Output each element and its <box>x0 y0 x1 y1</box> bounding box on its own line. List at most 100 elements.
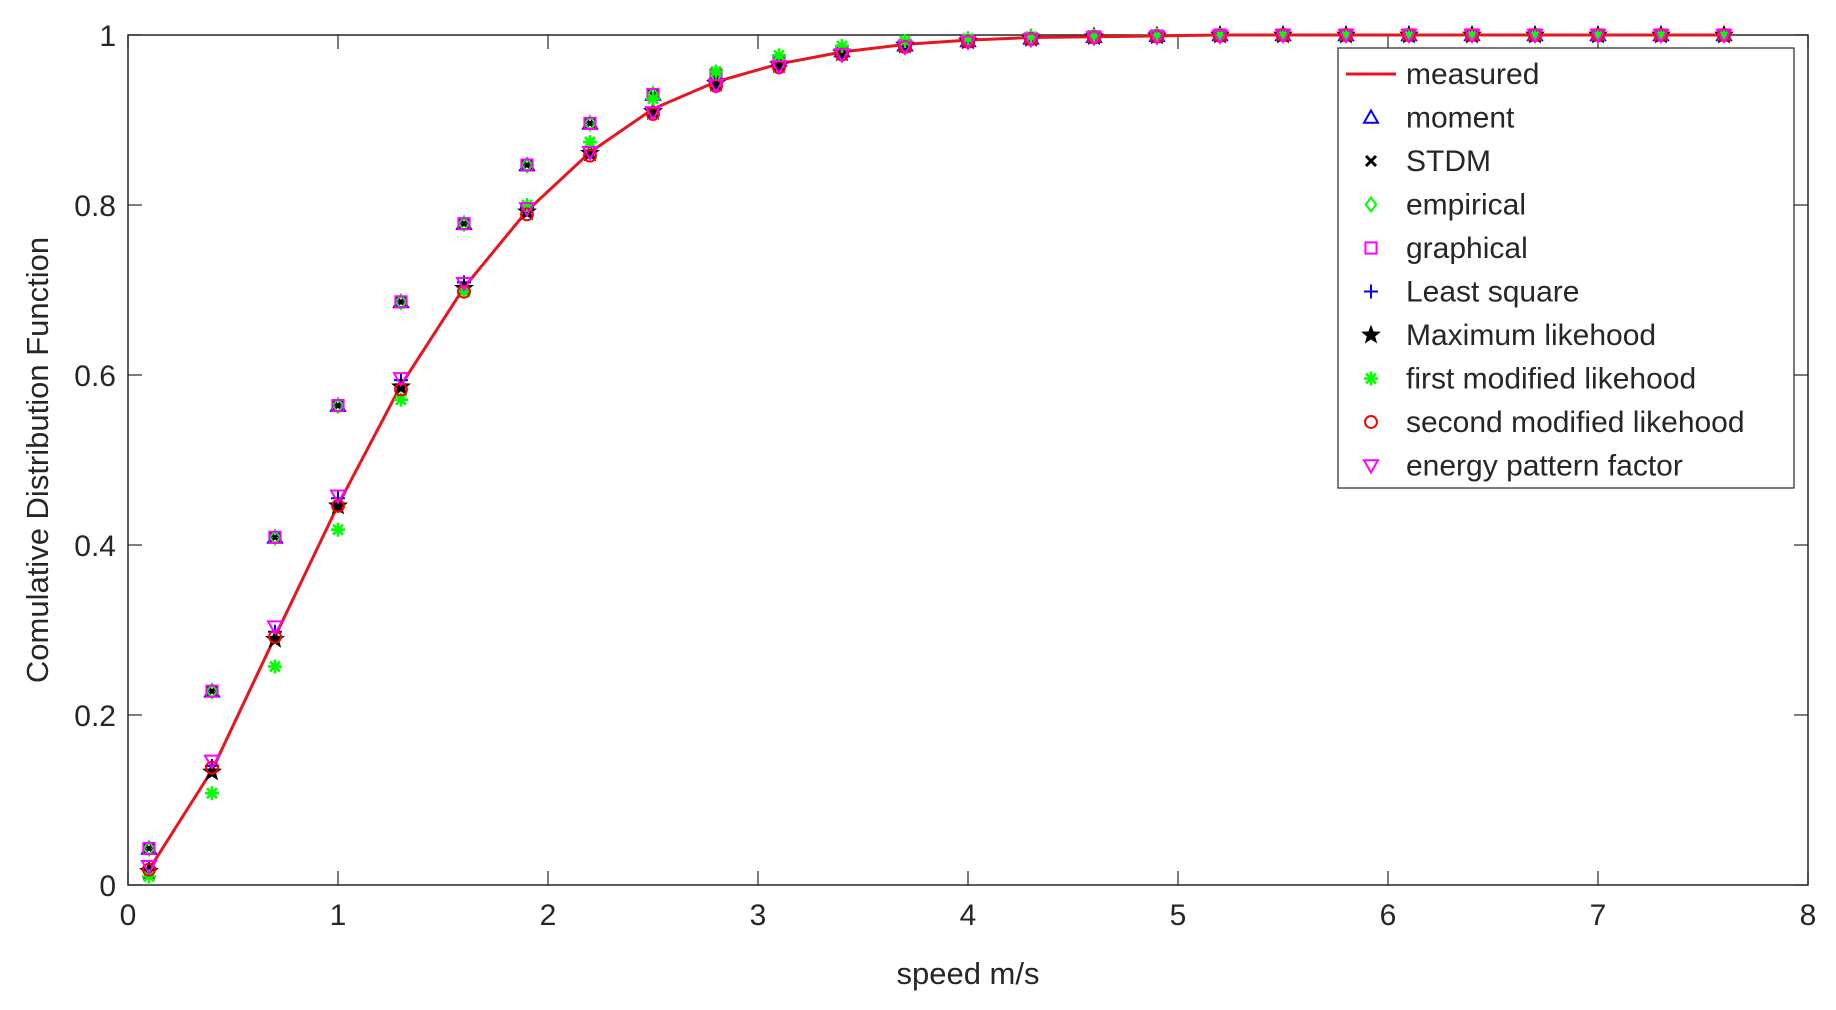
point-graphical <box>331 399 345 413</box>
point-energy-pattern-factor <box>266 620 284 636</box>
point-energy-pattern-factor <box>1400 28 1418 45</box>
point-energy-pattern-factor <box>896 40 914 56</box>
x-tick-label: 5 <box>1170 899 1187 932</box>
point-empirical <box>142 839 156 858</box>
y-tick-label: 0.4 <box>74 530 116 563</box>
point-first-modified-likehood <box>1654 28 1668 42</box>
point-energy-pattern-factor <box>1715 28 1733 45</box>
legend-item-moment: moment <box>1362 102 1515 135</box>
point-energy-pattern-factor <box>1148 30 1166 46</box>
point-graphical <box>457 217 471 231</box>
legend-item-empirical: empirical <box>1364 189 1526 222</box>
point-graphical <box>268 530 282 544</box>
point-energy-pattern-factor <box>770 60 788 76</box>
point-first-modified-likehood <box>1528 28 1542 42</box>
series-line-measured <box>147 33 1724 871</box>
point-second-modified-likehood <box>583 148 597 163</box>
point-energy-pattern-factor <box>203 754 221 770</box>
legend-item-stdm: STDM <box>1364 145 1491 178</box>
point-second-modified-likehood <box>457 284 471 299</box>
legend-label-stdm: STDM <box>1406 145 1491 178</box>
point-energy-pattern-factor <box>581 146 599 162</box>
legend-swatch-empirical <box>1364 195 1378 214</box>
legend-label-maximum-likehood: Maximum likehood <box>1406 319 1656 352</box>
legend-item-energy-pattern-factor: energy pattern factor <box>1362 450 1683 483</box>
legend-swatch-least-square <box>1364 284 1378 299</box>
data-marks <box>139 24 1734 884</box>
point-first-modified-likehood <box>1213 28 1227 42</box>
point-first-modified-likehood <box>1024 29 1038 44</box>
point-second-modified-likehood <box>268 629 282 644</box>
point-first-modified-likehood <box>394 392 408 407</box>
point-energy-pattern-factor <box>1652 28 1670 45</box>
point-energy-pattern-factor <box>833 48 851 64</box>
x-axis-label: speed m/s <box>896 956 1039 991</box>
point-first-modified-likehood <box>709 64 723 79</box>
point-first-modified-likehood <box>1717 28 1731 42</box>
point-graphical <box>583 116 597 131</box>
y-tick-label: 0.8 <box>74 190 116 223</box>
point-second-modified-likehood <box>520 207 534 222</box>
axis-ticks: 0 1 2 3 4 5 6 7 8 0 0.2 0.4 0.6 0.8 1 <box>74 20 1816 932</box>
point-energy-pattern-factor <box>1526 28 1544 45</box>
point-energy-pattern-factor <box>140 860 158 876</box>
legend-label-first-modified-likehood: first modified likehood <box>1406 363 1696 396</box>
series-energy-pattern-factor <box>140 28 1733 876</box>
y-tick-label: 0 <box>99 870 116 903</box>
legend-label-empirical: empirical <box>1406 189 1526 222</box>
point-energy-pattern-factor <box>1337 28 1355 45</box>
point-energy-pattern-factor <box>644 106 662 122</box>
point-empirical <box>268 528 282 547</box>
y-tick-label: 0.2 <box>74 700 116 733</box>
point-graphical <box>205 684 219 698</box>
point-first-modified-likehood <box>961 31 975 46</box>
point-first-modified-likehood <box>1339 28 1353 42</box>
point-empirical <box>394 293 408 311</box>
point-first-modified-likehood <box>205 786 219 801</box>
point-first-modified-likehood <box>835 39 849 54</box>
point-energy-pattern-factor <box>1085 31 1103 47</box>
point-graphical <box>394 295 408 309</box>
point-first-modified-likehood <box>331 522 345 537</box>
point-energy-pattern-factor <box>959 35 977 51</box>
legend-swatch-stdm <box>1364 154 1378 168</box>
x-tick-label: 3 <box>750 899 767 932</box>
legend-item-second-modified-likehood: second modified likehood <box>1364 406 1745 439</box>
point-first-modified-likehood <box>1591 28 1605 42</box>
x-tick-label: 6 <box>1380 899 1397 932</box>
point-empirical <box>205 682 219 700</box>
point-second-modified-likehood <box>331 498 345 513</box>
legend-swatch-second-modified-likehood <box>1364 415 1378 429</box>
legend-item-first-modified-likehood: first modified likehood <box>1364 363 1696 396</box>
legend-swatch-energy-pattern-factor <box>1362 459 1380 475</box>
point-second-modified-likehood <box>205 760 219 775</box>
point-empirical <box>457 215 471 233</box>
y-axis-label: Comulative Distribution Function <box>20 237 55 683</box>
legend-swatch-first-modified-likehood <box>1364 371 1378 386</box>
point-energy-pattern-factor <box>1274 28 1292 45</box>
point-energy-pattern-factor <box>1022 33 1040 49</box>
point-graphical <box>520 158 534 172</box>
legend-label-measured: measured <box>1406 58 1539 91</box>
point-energy-pattern-factor <box>707 78 725 95</box>
legend-swatch-graphical <box>1364 241 1378 255</box>
legend-label-least-square: Least square <box>1406 276 1579 309</box>
point-first-modified-likehood <box>1276 28 1290 42</box>
legend-label-energy-pattern-factor: energy pattern factor <box>1406 450 1683 483</box>
point-energy-pattern-factor <box>1463 28 1481 45</box>
x-tick-label: 8 <box>1800 899 1817 932</box>
point-first-modified-likehood <box>268 659 282 674</box>
x-tick-label: 7 <box>1590 899 1607 932</box>
legend-item-maximum-likehood: Maximum likehood <box>1361 319 1656 352</box>
y-tick-label: 0.6 <box>74 360 116 393</box>
point-first-modified-likehood <box>772 48 786 63</box>
y-tick-label: 1 <box>99 20 116 53</box>
point-energy-pattern-factor <box>455 276 473 293</box>
point-maximum-likehood <box>328 495 348 515</box>
point-first-modified-likehood <box>1465 28 1479 42</box>
legend-label-graphical: graphical <box>1406 232 1528 265</box>
x-tick-label: 0 <box>120 899 137 932</box>
x-tick-label: 2 <box>540 899 557 932</box>
point-energy-pattern-factor <box>518 202 536 218</box>
legend-swatch-maximum-likehood <box>1361 324 1381 344</box>
